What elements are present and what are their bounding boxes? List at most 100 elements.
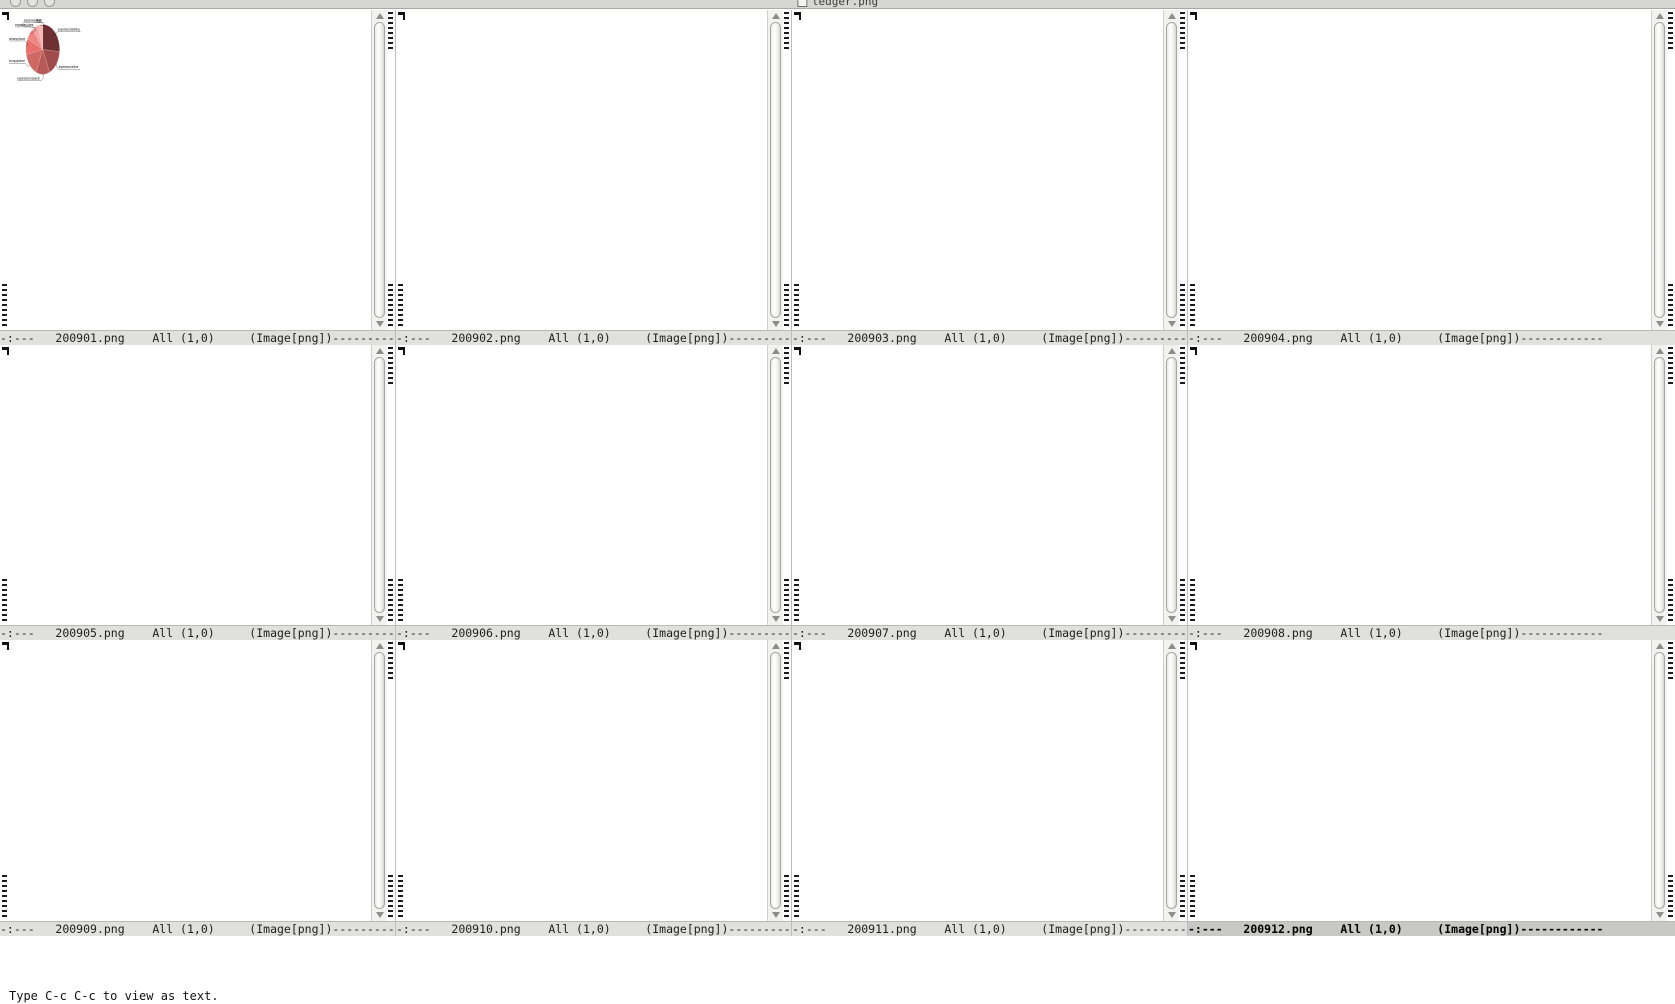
scrollbar-thumb[interactable] <box>770 652 781 909</box>
scrollbar-thumb[interactable] <box>1654 652 1665 909</box>
emacs-window-200912[interactable]: expenses:phoneexpenses:onlineexpenses:eq… <box>1188 640 1675 936</box>
scroll-down-icon[interactable] <box>1655 321 1664 327</box>
scroll-up-icon[interactable] <box>771 643 780 649</box>
scroll-down-icon[interactable] <box>375 616 384 622</box>
modeline-major-mode[interactable]: (Image[png]) <box>1041 626 1125 640</box>
modeline-200902[interactable]: -:--- 200902.png All (1,0) (Image[png]) -… <box>396 330 791 345</box>
pie-label[interactable]: expenses:legal <box>24 18 42 23</box>
modeline-buffer-name[interactable]: 200910.png <box>451 922 521 936</box>
modeline-major-mode[interactable]: (Image[png]) <box>249 626 333 640</box>
vertical-scrollbar[interactable] <box>767 10 783 330</box>
modeline-buffer-name[interactable]: 200905.png <box>55 626 125 640</box>
emacs-window-200904[interactable]: expenses:researchexpenses:bankingexpense… <box>1188 10 1675 345</box>
vertical-scrollbar[interactable] <box>1163 10 1179 330</box>
modeline-major-mode[interactable]: (Image[png]) <box>645 331 729 345</box>
vertical-scrollbar[interactable] <box>767 640 783 921</box>
close-button[interactable] <box>44 0 55 7</box>
image-canvas[interactable]: expenses:conferenceexpenses:phoneexpense… <box>1197 345 1651 625</box>
scroll-down-icon[interactable] <box>771 321 780 327</box>
image-canvas[interactable]: expenses:phoneexpenses:onlineexpenses:ba… <box>9 640 371 921</box>
vertical-scrollbar[interactable] <box>371 640 387 921</box>
modeline-major-mode[interactable]: (Image[png]) <box>1041 922 1125 936</box>
vertical-scrollbar[interactable] <box>1651 640 1667 921</box>
scroll-down-icon[interactable] <box>1167 912 1176 918</box>
emacs-window-200907[interactable]: expenses:researchexpenses:books/periodic… <box>792 345 1188 640</box>
modeline-200911[interactable]: -:--- 200911.png All (1,0) (Image[png]) -… <box>792 921 1187 936</box>
modeline-buffer-name[interactable]: 200904.png <box>1243 331 1313 345</box>
modeline-200903[interactable]: -:--- 200903.png All (1,0) (Image[png]) -… <box>792 330 1187 345</box>
minimize-button[interactable] <box>10 0 21 7</box>
modeline-200901[interactable]: -:--- 200901.png All (1,0) (Image[png]) -… <box>0 330 395 345</box>
image-canvas[interactable]: expenses:legal/accountingexpenses:books/… <box>405 640 767 921</box>
scroll-up-icon[interactable] <box>1167 13 1176 19</box>
scrollbar-thumb[interactable] <box>770 357 781 613</box>
modeline-major-mode[interactable]: (Image[png]) <box>645 626 729 640</box>
modeline-200910[interactable]: -:--- 200910.png All (1,0) (Image[png]) -… <box>396 921 791 936</box>
modeline-buffer-name[interactable]: 200911.png <box>847 922 917 936</box>
scrollbar-thumb[interactable] <box>374 22 385 318</box>
scroll-up-icon[interactable] <box>1655 348 1664 354</box>
modeline-200906[interactable]: -:--- 200906.png All (1,0) (Image[png]) -… <box>396 625 791 640</box>
modeline-200909[interactable]: -:--- 200909.png All (1,0) (Image[png]) -… <box>0 921 395 936</box>
emacs-window-200905[interactable]: expenses:phoneexpenses:bankingexpenses:r… <box>0 345 396 640</box>
modeline-200904[interactable]: -:--- 200904.png All (1,0) (Image[png]) -… <box>1188 330 1675 345</box>
scroll-up-icon[interactable] <box>1655 13 1664 19</box>
vertical-scrollbar[interactable] <box>767 345 783 625</box>
modeline-buffer-name[interactable]: 200906.png <box>451 626 521 640</box>
modeline-200908[interactable]: -:--- 200908.png All (1,0) (Image[png]) -… <box>1188 625 1675 640</box>
scroll-up-icon[interactable] <box>771 348 780 354</box>
modeline-buffer-name[interactable]: 200902.png <box>451 331 521 345</box>
pie-label[interactable]: other <box>35 18 42 23</box>
pie-label[interactable]: expenses:equipment <box>9 59 25 64</box>
image-canvas[interactable]: expenses:phoneexpenses:equipmentexpenses… <box>801 10 1163 330</box>
modeline-major-mode[interactable]: (Image[png]) <box>645 922 729 936</box>
scrollbar-thumb[interactable] <box>374 652 385 909</box>
image-canvas[interactable]: expenses:researchexpenses:books/periodic… <box>801 345 1163 625</box>
scrollbar-thumb[interactable] <box>374 357 385 613</box>
pie-label[interactable]: expenses:dues <box>15 22 33 27</box>
modeline-major-mode[interactable]: (Image[png]) <box>249 331 333 345</box>
vertical-scrollbar[interactable] <box>371 10 387 330</box>
scroll-up-icon[interactable] <box>375 348 384 354</box>
modeline-major-mode[interactable]: (Image[png]) <box>249 922 333 936</box>
pie-label[interactable]: expenses:banking <box>58 27 80 32</box>
scroll-down-icon[interactable] <box>1167 616 1176 622</box>
emacs-window-200911[interactable]: expenses:onlineexpenses:phoneexpenses:re… <box>792 640 1188 936</box>
modeline-major-mode[interactable]: (Image[png]) <box>1041 331 1125 345</box>
pie-label[interactable]: expenses:research <box>17 76 40 81</box>
scrollbar-thumb[interactable] <box>1166 652 1177 909</box>
pie-label[interactable]: expenses:phone <box>9 36 25 41</box>
image-canvas[interactable]: expenses:onlineexpenses:phoneexpenses:re… <box>801 640 1163 921</box>
emacs-window-200909[interactable]: expenses:phoneexpenses:onlineexpenses:ba… <box>0 640 396 936</box>
image-canvas[interactable]: expenses:researchexpenses:bankingexpense… <box>1197 10 1651 330</box>
image-canvas[interactable]: expenses:phoneexpenses:onlineexpenses:re… <box>405 345 767 625</box>
emacs-window-200908[interactable]: expenses:conferenceexpenses:phoneexpense… <box>1188 345 1675 640</box>
scroll-down-icon[interactable] <box>771 616 780 622</box>
modeline-buffer-name[interactable]: 200908.png <box>1243 626 1313 640</box>
pie-label[interactable]: expenses:online <box>59 65 79 70</box>
image-canvas[interactable]: expenses:phoneexpenses:bankingexpenses:r… <box>9 345 371 625</box>
scroll-down-icon[interactable] <box>1655 912 1664 918</box>
modeline-buffer-name[interactable]: 200912.png <box>1243 922 1313 936</box>
scroll-up-icon[interactable] <box>771 13 780 19</box>
image-canvas[interactable]: expenses:phoneexpenses:onlineexpenses:eq… <box>1197 640 1651 921</box>
scrollbar-thumb[interactable] <box>1654 22 1665 318</box>
scrollbar-thumb[interactable] <box>1654 357 1665 613</box>
scroll-down-icon[interactable] <box>1167 321 1176 327</box>
scrollbar-thumb[interactable] <box>1166 22 1177 318</box>
modeline-buffer-name[interactable]: 200907.png <box>847 626 917 640</box>
scroll-down-icon[interactable] <box>771 912 780 918</box>
vertical-scrollbar[interactable] <box>1651 345 1667 625</box>
emacs-window-200901[interactable]: expenses:banking expenses:online expenses:… <box>0 10 396 345</box>
scroll-up-icon[interactable] <box>1655 643 1664 649</box>
modeline-major-mode[interactable]: (Image[png]) <box>1437 331 1521 345</box>
minibuffer[interactable]: Type C-c C-c to view as text. <box>0 988 1675 1004</box>
vertical-scrollbar[interactable] <box>1651 10 1667 330</box>
scroll-up-icon[interactable] <box>1167 643 1176 649</box>
emacs-window-200906[interactable]: expenses:phoneexpenses:onlineexpenses:re… <box>396 345 792 640</box>
modeline-200905[interactable]: -:--- 200905.png All (1,0) (Image[png]) -… <box>0 625 395 640</box>
modeline-200912[interactable]: -:--- 200912.png All (1,0) (Image[png]) -… <box>1188 921 1675 936</box>
maximize-button[interactable] <box>27 0 38 7</box>
scroll-up-icon[interactable] <box>1167 348 1176 354</box>
image-canvas[interactable]: expenses:phoneexpenses:bankingexpenses:b… <box>405 10 767 330</box>
